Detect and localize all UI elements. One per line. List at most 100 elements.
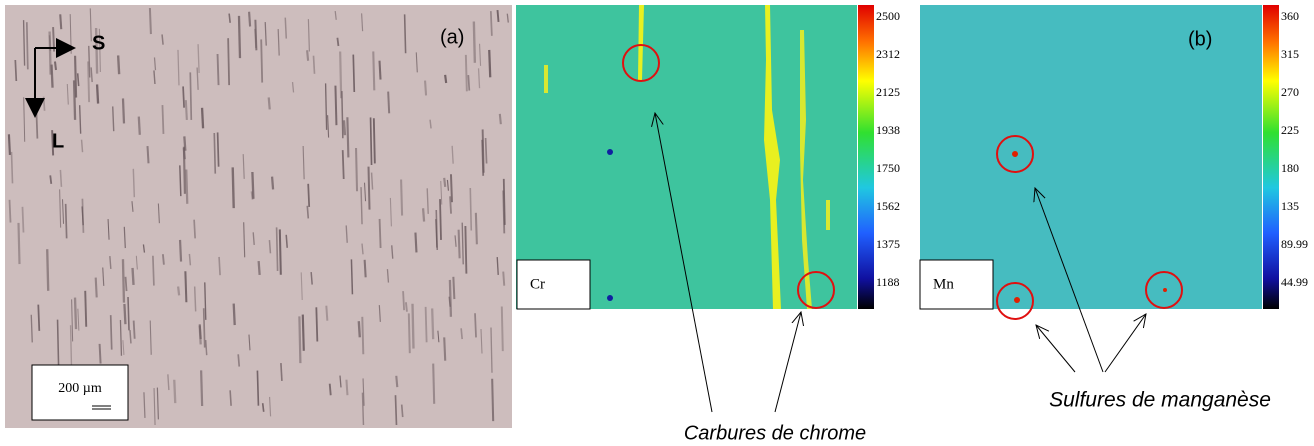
streak: [361, 316, 365, 355]
streak: [200, 370, 204, 407]
streak: [53, 61, 57, 71]
streak: [421, 208, 426, 222]
streak: [142, 244, 146, 253]
streak: [389, 197, 392, 227]
carbide: [800, 30, 812, 309]
streak: [66, 83, 69, 105]
streak: [474, 212, 478, 245]
streak: [478, 43, 482, 66]
streak: [498, 113, 502, 125]
streak: [179, 165, 182, 197]
spot: [607, 295, 613, 301]
streak: [360, 187, 363, 225]
streak: [341, 91, 344, 139]
streak: [350, 259, 354, 295]
streak: [298, 316, 302, 364]
streak: [369, 117, 373, 165]
streak: [161, 34, 164, 45]
streak: [391, 245, 394, 259]
axis-s: S: [92, 32, 105, 54]
streak: [464, 226, 468, 274]
streak: [464, 54, 468, 92]
streak: [291, 82, 295, 93]
highlight: [996, 135, 1034, 173]
streak: [435, 219, 438, 248]
streak: [264, 22, 267, 46]
streak: [414, 232, 418, 253]
streak: [17, 222, 21, 265]
streak: [69, 325, 73, 370]
streak: [216, 53, 220, 86]
annotation: Carbures de chrome: [684, 422, 866, 444]
streak: [237, 354, 241, 367]
streak: [62, 199, 65, 224]
streak: [345, 379, 349, 396]
streak: [184, 100, 188, 121]
streak: [94, 28, 99, 74]
streak: [7, 134, 11, 155]
streak: [121, 259, 126, 303]
colorbar-label: 2125: [876, 85, 900, 99]
streak: [280, 362, 283, 381]
spot: [1163, 288, 1167, 292]
streak: [443, 177, 447, 187]
colorbar-label: 315: [1281, 47, 1299, 61]
element-box: [516, 259, 591, 310]
streak: [334, 85, 338, 126]
streak: [394, 395, 398, 426]
streak: [23, 97, 26, 142]
streak: [432, 363, 436, 404]
streak: [59, 189, 62, 228]
streak: [129, 330, 132, 344]
streak: [8, 199, 12, 223]
streak: [439, 199, 442, 240]
streak: [204, 282, 207, 320]
streak: [370, 172, 374, 190]
streak: [178, 239, 183, 262]
streak: [182, 146, 186, 194]
streak: [94, 277, 98, 298]
streak: [213, 132, 217, 174]
carbide: [544, 65, 548, 93]
streak: [484, 137, 488, 164]
streak: [200, 107, 205, 129]
streak: [177, 286, 181, 296]
streak: [156, 387, 159, 420]
streak: [231, 167, 235, 209]
streak: [488, 49, 492, 78]
streak: [109, 315, 113, 350]
streak: [257, 260, 261, 275]
streak: [312, 55, 316, 74]
streak: [204, 340, 208, 356]
streak: [437, 330, 440, 343]
streak: [361, 392, 365, 426]
streak: [202, 308, 206, 348]
streak: [451, 145, 454, 164]
streak: [143, 392, 146, 418]
streak: [123, 303, 127, 325]
panel-label: (b): [1188, 28, 1212, 50]
streak: [334, 11, 337, 20]
streak: [443, 337, 447, 361]
streak: [449, 174, 453, 203]
streak: [300, 272, 303, 301]
streak: [387, 91, 391, 114]
colorbar: [858, 5, 874, 309]
streak: [480, 329, 483, 354]
streak: [469, 187, 473, 231]
streak: [122, 340, 125, 356]
colorbar-label: 1938: [876, 123, 900, 137]
streak: [342, 120, 347, 136]
streak: [137, 116, 141, 135]
streak: [243, 222, 246, 258]
streak: [189, 72, 193, 120]
streak: [405, 302, 408, 312]
streak: [364, 182, 367, 202]
streak: [84, 290, 88, 327]
streak: [325, 305, 329, 321]
streak: [185, 169, 189, 204]
streak: [496, 9, 500, 22]
streak: [73, 297, 78, 330]
streak: [327, 115, 330, 138]
highlight: [797, 271, 835, 309]
